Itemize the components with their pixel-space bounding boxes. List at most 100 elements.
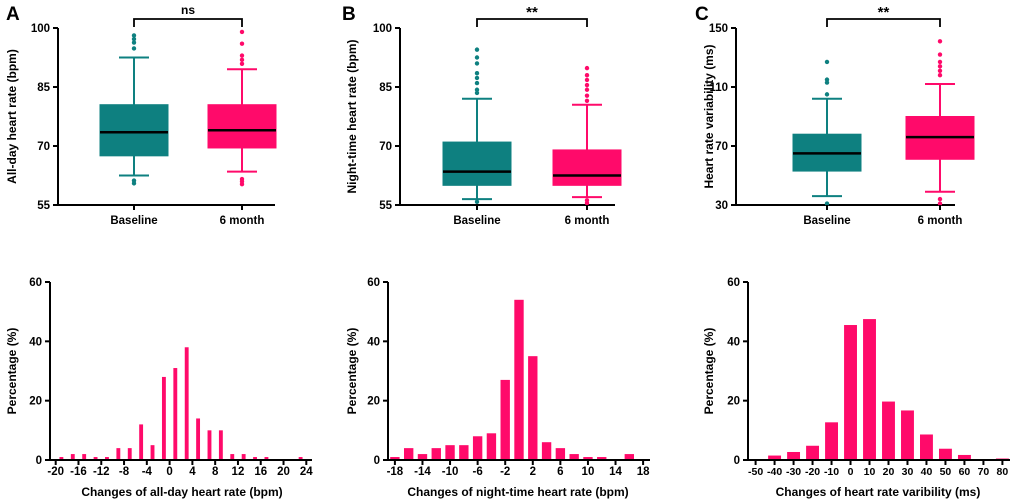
- x-tick-label: 8: [212, 466, 219, 478]
- y-tick-label: 55: [37, 200, 50, 212]
- outlier-point: [937, 59, 943, 65]
- histogram-bar: [806, 445, 820, 460]
- histogram-bar: [70, 454, 75, 460]
- x-tick-label: 70: [978, 466, 990, 478]
- histogram-panel-A: 0 20 40 60 Percentage (%) -20 -16 -12 -8 -4 0 4 8 12 1…: [5, 277, 313, 499]
- iqr-box: [99, 104, 169, 157]
- outlier-point: [474, 61, 480, 66]
- outlier-point: [584, 87, 590, 92]
- outlier-point: [937, 52, 943, 57]
- outlier-point: [937, 39, 943, 44]
- y-tick-label: 60: [367, 277, 380, 289]
- y-axis-title: Percentage (%): [345, 328, 359, 415]
- box-panel-A: A 55 70 85 100 All-day heart rate (bpm) Baseli…: [5, 3, 277, 227]
- histogram-bar: [105, 457, 109, 460]
- significance-label: **: [878, 4, 890, 21]
- histogram-bar: [173, 368, 178, 460]
- x-tick-label: -10: [442, 466, 459, 478]
- y-tick-label: 0: [36, 455, 42, 467]
- outlier-point: [474, 47, 480, 52]
- x-tick-label: 40: [921, 466, 933, 478]
- histogram-bar: [541, 442, 552, 460]
- y-tick-label: 20: [727, 396, 740, 408]
- y-tick-label: 20: [29, 396, 42, 408]
- histogram-bar: [218, 430, 223, 460]
- x-tick-label: 14: [609, 466, 622, 478]
- y-tick-label: 40: [367, 336, 380, 348]
- outlier-point: [474, 87, 480, 92]
- y-tick-label: 85: [37, 82, 50, 94]
- outlier-point: [474, 90, 480, 96]
- histogram-bar: [59, 457, 64, 460]
- x-tick-label: 50: [940, 466, 952, 478]
- histogram-bar: [196, 418, 201, 460]
- outlier-point: [937, 64, 943, 69]
- histogram-bar: [597, 457, 607, 460]
- histogram-bar: [957, 454, 971, 460]
- histogram-bar: [403, 448, 414, 460]
- x-tick-label: -30: [786, 466, 801, 478]
- x-tick-label: 30: [902, 466, 914, 478]
- x-tick-label: Baseline: [803, 215, 850, 227]
- outlier-point: [131, 40, 137, 45]
- histogram-bar: [863, 319, 876, 460]
- histogram-bar: [514, 299, 524, 460]
- significance-label: ns: [181, 3, 195, 17]
- x-tick-label: -50: [748, 466, 763, 478]
- histogram-bar: [486, 433, 497, 460]
- outlier-point: [474, 55, 480, 60]
- y-tick-label: 55: [379, 200, 392, 212]
- x-tick-label: 16: [254, 466, 267, 478]
- histogram-bar: [569, 454, 579, 460]
- x-tick-label: 4: [189, 466, 196, 478]
- histogram-bar: [207, 430, 212, 460]
- outlier-point: [131, 33, 137, 38]
- histogram-bar: [920, 434, 933, 460]
- histogram-bar: [901, 410, 914, 460]
- outlier-point: [584, 65, 590, 71]
- panel-letter: C: [695, 4, 709, 25]
- histogram-bar: [161, 376, 166, 460]
- histogram-bar: [431, 448, 441, 460]
- y-tick-label: 70: [379, 141, 392, 153]
- y-axis-title: Percentage (%): [5, 328, 19, 415]
- box-six-month: [552, 65, 622, 206]
- outlier-point: [239, 61, 245, 66]
- histogram-bar: [768, 455, 782, 460]
- iqr-box: [552, 149, 622, 186]
- outlier-point: [824, 77, 830, 82]
- outlier-point: [239, 176, 245, 182]
- significance-bracket: [826, 18, 941, 27]
- histogram-bar: [139, 424, 144, 460]
- x-tick-label: 6 month: [220, 215, 265, 227]
- y-tick-label: 100: [373, 23, 392, 35]
- histogram-bar: [583, 457, 593, 460]
- x-tick-label: 10: [864, 466, 876, 478]
- x-tick-label: Baseline: [110, 215, 157, 227]
- outlier-point: [131, 36, 137, 42]
- outlier-point: [474, 75, 480, 81]
- histogram-bar: [390, 457, 400, 460]
- x-tick-label: -20: [805, 466, 820, 478]
- histogram-bar: [264, 457, 269, 460]
- x-tick-label: 12: [232, 466, 245, 478]
- histogram-bar: [528, 356, 538, 460]
- x-tick-label: -8: [119, 466, 130, 478]
- outlier-point: [584, 77, 590, 83]
- outlier-point: [474, 71, 480, 76]
- outlier-point: [239, 41, 245, 46]
- histogram-bar: [472, 436, 483, 460]
- x-tick-label: -12: [93, 466, 110, 478]
- x-tick-label: 80: [997, 466, 1009, 478]
- histogram-bar: [825, 422, 838, 460]
- outlier-point: [824, 59, 830, 65]
- x-tick-label: 2: [530, 466, 536, 478]
- x-axis-title: Changes of heart rate varibility (ms): [776, 485, 981, 499]
- outlier-point: [474, 199, 480, 205]
- histogram-bar: [93, 457, 98, 460]
- outlier-point: [937, 196, 943, 202]
- x-tick-label: 24: [300, 466, 313, 478]
- outlier-point: [239, 57, 245, 63]
- iqr-box: [207, 104, 277, 149]
- box-baseline: [442, 47, 512, 205]
